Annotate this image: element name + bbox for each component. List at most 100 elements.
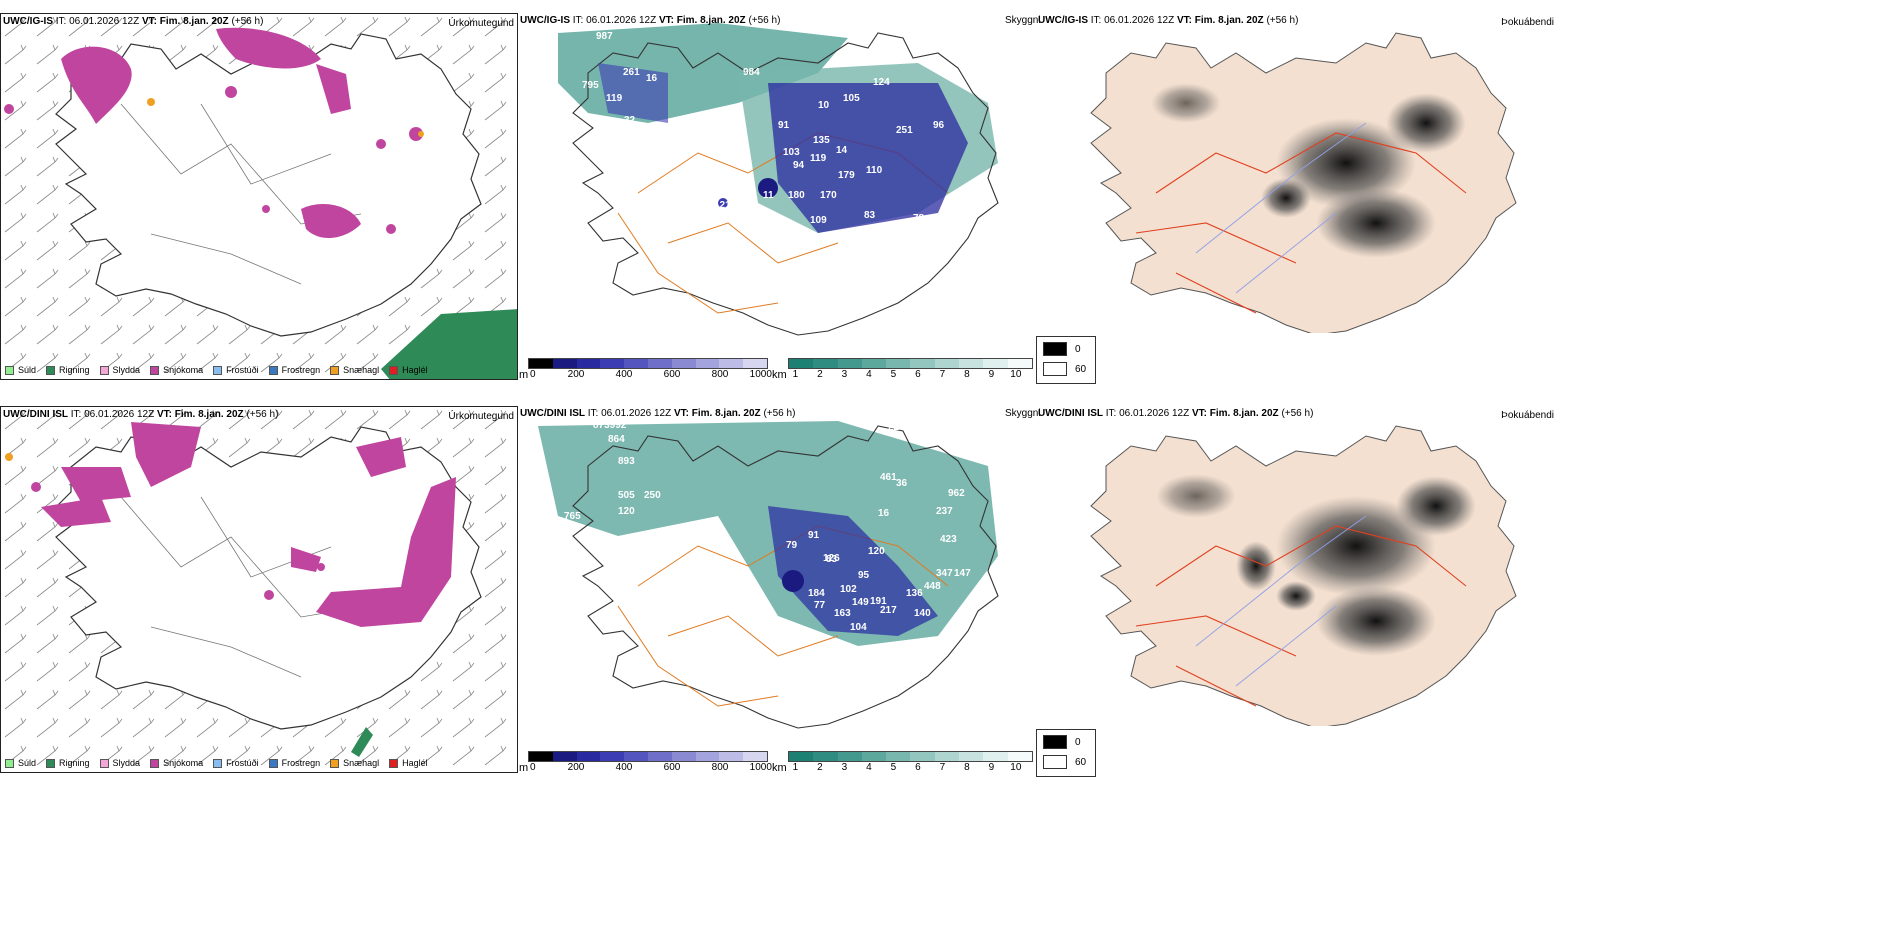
vis-value: 987 (596, 31, 613, 42)
legend-swatch (46, 758, 56, 768)
tick-label: 600 (663, 762, 681, 773)
unit-label: m (519, 369, 529, 380)
visibility-values: 873992 864 229 893 461 36 962 505 250 12… (564, 420, 971, 659)
tick-label: 3 (841, 369, 848, 380)
vis-value: 136 (906, 588, 923, 599)
vis-value: 14 (836, 145, 848, 156)
panel-type-label: Þokuábendi (1501, 17, 1554, 28)
fog-swatch (1043, 755, 1067, 769)
legend-item: Frostregn (268, 758, 320, 768)
fog-swatch (1043, 362, 1067, 376)
fog-map-bottom (1090, 425, 1517, 726)
vis-value: 984 (743, 67, 760, 78)
panel-title: UWC/IG-IS IT: 06.01.2026 12Z VT: Fim. 8.… (520, 15, 781, 26)
fog-map-top (1090, 32, 1517, 333)
tick-label: 10 (1010, 369, 1022, 380)
vis-value: 795 (582, 80, 599, 91)
visibility-km-colorbar: 1 2 3 4 5 6 7 8 9 10 (788, 751, 1033, 773)
precip-type-panel-bottom: UWC/DINI ISL IT: 06.01.2026 12Z VT: Fim.… (0, 406, 518, 773)
legend-item: Snæhagl (330, 365, 379, 375)
vis-value: 95 (858, 570, 870, 581)
panel-type-label: Skyggni (1005, 408, 1041, 419)
vis-value: 36 (896, 478, 908, 489)
legend-item: Haglél (389, 758, 428, 768)
visibility-km-colorbar: 1 2 3 4 5 6 7 8 9 10 (788, 358, 1033, 380)
legend-item: Súld (5, 758, 36, 768)
vis-value: 135 (813, 135, 830, 146)
vis-value: 122 (728, 578, 745, 589)
legend-item: Rigning (46, 365, 90, 375)
vis-value: 147 (954, 568, 971, 579)
vis-value: 16 (878, 508, 890, 519)
vis-value: 873992 (593, 420, 627, 431)
colorbar-swatches (788, 358, 1033, 369)
precip-legend: Súld Rigning Slydda Snjókoma Frostúði Fr… (5, 758, 428, 768)
vis-value: 217 (880, 605, 897, 616)
legend-swatch (150, 365, 160, 375)
legend-item: Slydda (99, 758, 140, 768)
visibility-m-colorbar: 0 200 400 600 800 1000 (528, 751, 772, 773)
unit-label: km (772, 762, 787, 773)
legend-swatch (213, 365, 223, 375)
legend-item: Snæhagl (330, 758, 379, 768)
vis-value: 83 (826, 554, 838, 565)
colorbar-swatches (788, 751, 1033, 762)
legend-swatch (150, 758, 160, 768)
vis-value: 126 (823, 553, 840, 564)
tick-label: 400 (615, 762, 633, 773)
precip-legend: Súld Rigning Slydda Snjókoma Frostúði Fr… (5, 365, 428, 375)
legend-item: Frostregn (268, 365, 320, 375)
vis-value: 105 (843, 93, 860, 104)
tick-label: 6 (915, 762, 921, 773)
vis-value: 229 (888, 422, 905, 433)
panel-type-label: Þokuábendi (1501, 410, 1554, 421)
tick-label: 200 (567, 369, 585, 380)
snow-areas (4, 27, 423, 239)
vis-value: 91 (778, 120, 790, 131)
tick-label: 9 (988, 762, 995, 773)
vis-value: 91 (808, 530, 820, 541)
panel-type-label: Úrkomutegund (448, 411, 514, 422)
vis-value: 16 (646, 73, 658, 84)
fog-panel-bottom: UWC/DINI ISL IT: 06.01.2026 12Z VT: Fim.… (1036, 406, 1556, 726)
tick-label: 2 (817, 762, 823, 773)
visibility-values: 987 984 261 16 795 119 32 124 10 105 251… (582, 31, 945, 252)
tick-label: 7 (939, 369, 946, 380)
legend-item: Snjókoma (150, 758, 203, 768)
vis-value: 448 (924, 581, 941, 592)
vis-value: 423 (940, 534, 957, 545)
legend-swatch (330, 758, 340, 768)
visibility-map-top: 987 984 261 16 795 119 32 124 10 105 251… (558, 23, 999, 336)
panel-title: UWC/DINI ISL IT: 06.01.2026 12Z VT: Fim.… (1038, 408, 1314, 419)
legend-swatch (5, 758, 14, 768)
precip-map-top (1, 14, 517, 379)
unit-label: km (772, 369, 787, 380)
legend-item: Frostúði (213, 365, 259, 375)
vis-value: 10 (818, 100, 830, 111)
vis-value: 83 (864, 210, 876, 221)
tick-label: 3 (841, 762, 848, 773)
legend-swatch (213, 758, 223, 768)
panel-title: UWC/IG-IS IT: 06.01.2026 12Z VT: Fim. 8.… (3, 16, 264, 27)
vis-value: 104 (850, 622, 867, 633)
legend-swatch (99, 365, 109, 375)
legend-swatch (389, 758, 399, 768)
tick-label: 400 (615, 369, 633, 380)
vis-value: 237 (936, 506, 953, 517)
tick-label: 600 (663, 369, 681, 380)
legend-swatch (389, 365, 399, 375)
tick-label: 1 (792, 762, 799, 773)
legend-swatch (99, 758, 109, 768)
tick-label: 200 (567, 762, 585, 773)
tick-label: 800 (711, 762, 729, 773)
panel-title: UWC/DINI ISL IT: 06.01.2026 12Z VT: Fim.… (3, 409, 279, 420)
vis-value: 11 (763, 190, 774, 201)
fog-legend-top: 0 60 (1036, 336, 1096, 384)
vis-value: 121 (714, 200, 731, 211)
legend-swatch (5, 365, 14, 375)
vis-value: 109 (810, 215, 827, 226)
vis-value: 180 (788, 190, 805, 201)
vis-value: 251 (896, 125, 913, 136)
vis-value: 461 (880, 472, 897, 483)
vis-value: 864 (608, 434, 625, 445)
